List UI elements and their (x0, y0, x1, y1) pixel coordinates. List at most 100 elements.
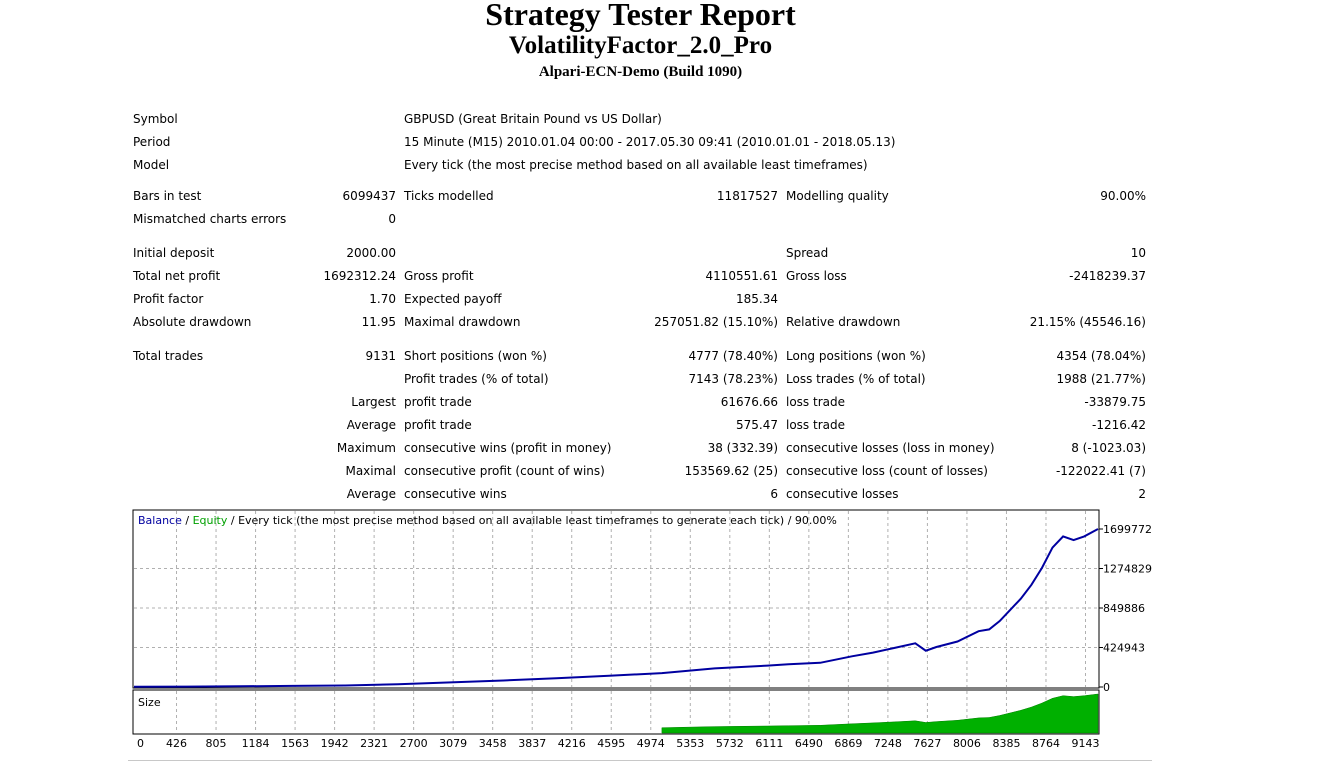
y-tick-label: 1699772 (1103, 523, 1152, 536)
x-tick-label: 9143 (1072, 737, 1100, 750)
row-model: Model Every tick (the most precise metho… (129, 153, 1150, 176)
spread-value: 10 (1130, 245, 1146, 260)
model-label: Model (133, 157, 170, 172)
row-largest: Largest profit trade 61676.66 loss trade… (129, 390, 1150, 413)
x-tick-label: 7627 (913, 737, 941, 750)
x-tick-label: 8385 (992, 737, 1020, 750)
bottom-divider (128, 760, 1152, 761)
grid-lines (134, 511, 1098, 733)
row-drawdown: Absolute drawdown 11.95 Maximal drawdown… (129, 310, 1150, 333)
avg-profit-label: profit trade (404, 417, 472, 432)
symbol-label: Symbol (133, 111, 178, 126)
reldd-label: Relative drawdown (786, 314, 901, 329)
mismatch-label: Mismatched charts errors (133, 211, 287, 226)
profittrades-value: 7143 (78.23%) (688, 371, 778, 386)
row-deposit: Initial deposit 2000.00 Spread 10 (129, 241, 1150, 264)
quality-label: Modelling quality (786, 188, 889, 203)
x-axis-labels: 0 426 805 1184 1563 1942 2321 2700 3079 3458 3837 4… (137, 737, 1100, 750)
maxdd-value: 257051.82 (15.10%) (654, 314, 778, 329)
row-profittrades: Profit trades (% of total) 7143 (78.23%)… (129, 367, 1150, 390)
balance-line (133, 528, 1099, 688)
report-table: Symbol GBPUSD (Great Britain Pound vs US… (129, 107, 1150, 505)
maxdd-label: Maximal drawdown (404, 314, 521, 329)
avg-wins-value: 6 (770, 486, 778, 501)
largest-label: Largest (351, 394, 396, 409)
avg-losses-label: consecutive losses (786, 486, 899, 501)
row-bars: Bars in test 6099437 Ticks modelled 1181… (129, 184, 1150, 207)
max-losses-value: 8 (-1023.03) (1071, 440, 1146, 455)
x-tick-label: 0 (137, 737, 144, 750)
x-tick-label: 8006 (953, 737, 981, 750)
x-tick-label: 3837 (518, 737, 546, 750)
server-name: Alpari-ECN-Demo (Build 1090) (538, 64, 743, 80)
row-period: Period 15 Minute (M15) 2010.01.04 00:00 … (129, 130, 1150, 153)
deposit-value: 2000.00 (346, 245, 396, 260)
size-area-fill (661, 693, 1099, 734)
y-tick-label: 1274829 (1103, 563, 1152, 576)
absdd-value: 11.95 (361, 314, 396, 329)
pf-value: 1.70 (369, 291, 396, 306)
losstrades-value: 1988 (21.77%) (1056, 371, 1146, 386)
reldd-value: 21.15% (45546.16) (1029, 314, 1146, 329)
losstrades-label: Loss trades (% of total) (786, 371, 926, 386)
model-value: Every tick (the most precise method base… (404, 157, 868, 172)
x-tick-label: 1184 (242, 737, 270, 750)
row-maximal: Maximal consecutive profit (count of win… (129, 459, 1150, 482)
period-label: Period (133, 134, 171, 149)
pf-label: Profit factor (133, 291, 204, 306)
avg-loss-label: loss trade (786, 417, 845, 432)
x-tick-label: 3458 (479, 737, 507, 750)
legend-separator: / (182, 514, 193, 527)
max-wins-value: 38 (332.39) (707, 440, 778, 455)
row-maximum: Maximum consecutive wins (profit in mone… (129, 436, 1150, 459)
row-mismatch: Mismatched charts errors 0 (129, 207, 1150, 230)
x-tick-label: 6869 (834, 737, 862, 750)
x-tick-label: 5732 (716, 737, 744, 750)
avg-wins-label: consecutive wins (404, 486, 507, 501)
x-tick-label: 5353 (676, 737, 704, 750)
payoff-label: Expected payoff (404, 291, 502, 306)
x-tick-label: 4216 (558, 737, 586, 750)
largest-loss-label: loss trade (786, 394, 845, 409)
short-value: 4777 (78.40%) (688, 348, 778, 363)
absdd-label: Absolute drawdown (133, 314, 252, 329)
maximal-loss-value: -122022.41 (7) (1055, 463, 1146, 478)
maximum-label: Maximum (336, 440, 396, 455)
grossprofit-value: 4110551.61 (705, 268, 778, 283)
size-area (661, 693, 1099, 734)
mismatch-value: 0 (388, 211, 396, 226)
payoff-value: 185.34 (736, 291, 778, 306)
ticks-label: Ticks modelled (404, 188, 494, 203)
maximal-profit-label: consecutive profit (count of wins) (404, 463, 605, 478)
long-value: 4354 (78.04%) (1056, 348, 1146, 363)
quality-value: 90.00% (1100, 188, 1146, 203)
legend-description: / Every tick (the most precise method ba… (227, 514, 837, 527)
ticks-value: 11817527 (716, 188, 778, 203)
x-tick-label: 6111 (755, 737, 783, 750)
x-tick-label: 2321 (360, 737, 388, 750)
maximal-profit-value: 153569.62 (25) (684, 463, 778, 478)
x-tick-label: 1942 (321, 737, 349, 750)
y-axis-labels: 1699772 1274829 849886 424943 0 (1099, 523, 1152, 694)
size-label: Size (138, 696, 161, 709)
series-lines (133, 528, 1099, 688)
legend-equity: Equity (193, 514, 228, 527)
avg-profit-value: 575.47 (736, 417, 778, 432)
grossprofit-label: Gross profit (404, 268, 474, 283)
maximal-label: Maximal (345, 463, 396, 478)
average-label: Average (346, 417, 396, 432)
main-plot-frame (132, 509, 1100, 689)
period-value: 15 Minute (M15) 2010.01.04 00:00 - 2017.… (404, 134, 896, 149)
trades-value: 9131 (365, 348, 396, 363)
avg-loss-value: -1216.42 (1092, 417, 1146, 432)
short-label: Short positions (won %) (404, 348, 547, 363)
x-tick-label: 6490 (795, 737, 823, 750)
x-tick-label: 805 (206, 737, 227, 750)
average2-label: Average (346, 486, 396, 501)
x-tick-label: 8764 (1032, 737, 1060, 750)
row-pf: Profit factor 1.70 Expected payoff 185.3… (129, 287, 1150, 310)
y-tick-label: 424943 (1103, 642, 1145, 655)
grossloss-label: Gross loss (786, 268, 847, 283)
x-tick-label: 4974 (637, 737, 665, 750)
